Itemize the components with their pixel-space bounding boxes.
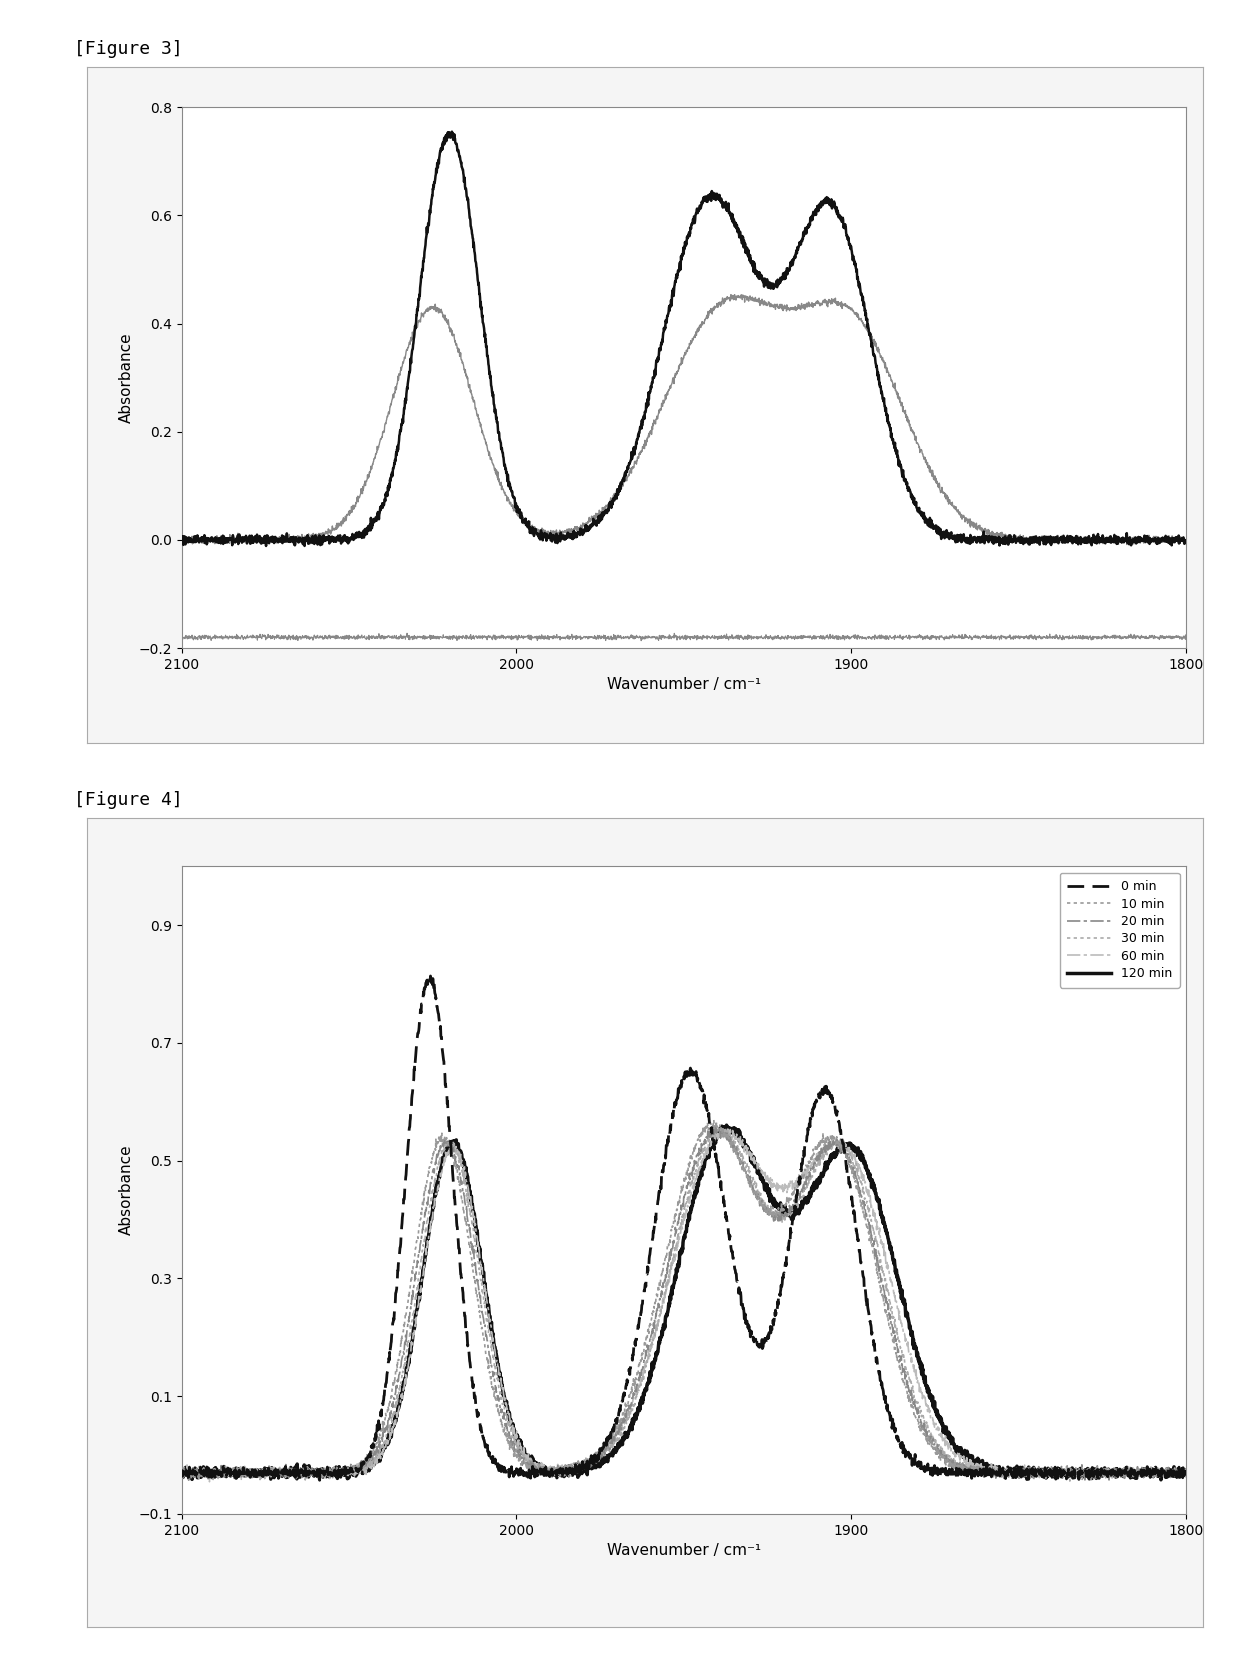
X-axis label: Wavenumber / cm⁻¹: Wavenumber / cm⁻¹ — [606, 1544, 761, 1559]
Y-axis label: Absorbance: Absorbance — [119, 1145, 134, 1235]
Legend: 0 min, 10 min, 20 min, 30 min, 60 min, 120 min: 0 min, 10 min, 20 min, 30 min, 60 min, 1… — [1060, 873, 1179, 988]
Text: [Figure 4]: [Figure 4] — [74, 791, 184, 809]
X-axis label: Wavenumber / cm⁻¹: Wavenumber / cm⁻¹ — [606, 678, 761, 693]
Text: [Figure 3]: [Figure 3] — [74, 40, 184, 58]
Y-axis label: Absorbance: Absorbance — [119, 332, 134, 422]
